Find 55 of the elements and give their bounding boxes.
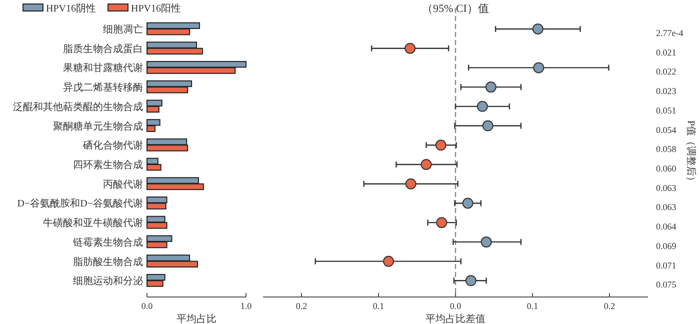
y-tick-label: 异戊二烯基转移酶 <box>63 82 143 94</box>
x-tick-label: 0.0 <box>141 301 154 311</box>
point <box>465 275 476 286</box>
x-tick-label: 0.0 <box>450 301 462 311</box>
x-tick-label: 0.1 <box>526 301 538 311</box>
x-tick-label: 0.2 <box>296 301 308 311</box>
y-tick-label: 细胞运动和分泌 <box>73 275 143 288</box>
point <box>533 62 544 74</box>
y-tick-label: 牛磺酸和亚牛磺酸代谢 <box>43 217 143 230</box>
point <box>436 217 448 228</box>
text: 0.021 <box>656 47 676 58</box>
y-tick-label: 脂肪酸生物合成 <box>73 256 143 268</box>
point <box>405 178 416 190</box>
point <box>485 82 496 93</box>
legend-label: HPV16阴性 <box>46 2 96 14</box>
point <box>420 159 432 170</box>
text: 0.054 <box>656 124 677 135</box>
x-axis-title: 平均占比差值 <box>426 313 486 324</box>
x-axis-title: 平均占比 <box>176 313 216 324</box>
x-tick-label: 0.1 <box>372 301 384 311</box>
text: 0.071 <box>656 260 676 270</box>
y-tick-label: 果糖和甘露糖代谢 <box>63 62 143 74</box>
y2-axis-title: P值（调整后） <box>685 120 697 186</box>
point <box>532 23 544 34</box>
text: 2.77e-4 <box>656 28 684 38</box>
y-tick-label: 硒化合物代谢 <box>82 140 143 152</box>
point <box>462 198 474 209</box>
text: 0.063 <box>656 182 677 193</box>
y-tick-label: D−谷氨酰胺和D−谷氨酸代谢 <box>17 198 143 210</box>
point <box>476 100 488 112</box>
text: 0.058 <box>656 144 677 154</box>
text: 0.060 <box>656 164 677 174</box>
chart-title: （95% CI）值 <box>422 3 489 15</box>
text: 0.069 <box>656 240 677 251</box>
x-tick-label: 0.2 <box>604 301 616 311</box>
x-tick-label: 1.0 <box>240 301 252 311</box>
y-tick-label: 聚酮糖单元生物合成 <box>53 120 143 132</box>
text: 0.064 <box>656 222 677 232</box>
point <box>435 140 446 151</box>
point <box>482 120 494 132</box>
point <box>404 42 416 54</box>
y-tick-label: 丙酸代谢 <box>103 178 143 190</box>
y-tick-label: 四环素生物合成 <box>73 159 143 171</box>
text: 0.075 <box>656 280 677 290</box>
point <box>383 256 394 267</box>
legend-label: HPV16阳性 <box>131 2 182 14</box>
text: 0.022 <box>656 66 676 77</box>
text: 0.063 <box>656 202 677 212</box>
point <box>480 236 492 248</box>
text: 0.023 <box>656 86 677 96</box>
y-tick-label: 脂质生物合成蛋白 <box>63 42 143 55</box>
y-tick-label: 链霉素生物合成 <box>72 236 143 248</box>
text: 0.051 <box>656 105 676 116</box>
y-tick-label: 细胞凋亡 <box>103 23 143 36</box>
y-tick-label: 泛醌和其他萜类醌的生物合成 <box>13 100 143 113</box>
